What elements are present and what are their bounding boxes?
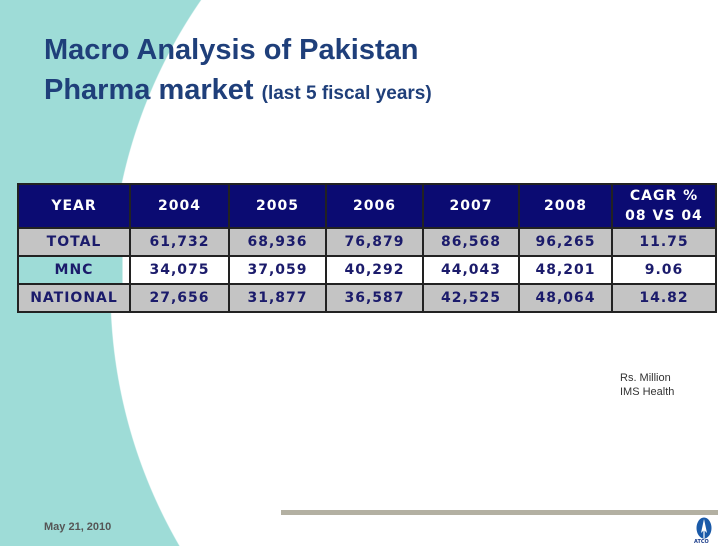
header-cell: 2008 bbox=[518, 183, 613, 229]
cell: 31,877 bbox=[228, 283, 327, 313]
header-cell: 2007 bbox=[422, 183, 520, 229]
row-label: MNC bbox=[17, 255, 131, 285]
source-note: Rs. Million IMS Health bbox=[620, 371, 674, 399]
unit-note: Rs. Million bbox=[620, 372, 671, 384]
cell: 68,936 bbox=[228, 227, 327, 257]
cell: 11.75 bbox=[611, 227, 717, 257]
cell: 42,525 bbox=[422, 283, 520, 313]
header-cell: 2006 bbox=[325, 183, 424, 229]
row-label: TOTAL bbox=[17, 227, 131, 257]
cell: 14.82 bbox=[611, 283, 717, 313]
header-cell: 2005 bbox=[228, 183, 327, 229]
header-cell: YEAR bbox=[17, 183, 131, 229]
row-label: NATIONAL bbox=[17, 283, 131, 313]
market-table: YEAR 2004 2005 2006 2007 2008 CAGR % 08 V… bbox=[17, 183, 717, 313]
footer-divider bbox=[281, 510, 718, 515]
slide-title: Macro Analysis of Pakistan Pharma market… bbox=[44, 30, 432, 114]
source-name: IMS Health bbox=[620, 386, 675, 398]
cell: 61,732 bbox=[129, 227, 230, 257]
header-cell-cagr: CAGR % 08 VS 04 bbox=[611, 183, 717, 229]
cell: 9.06 bbox=[611, 255, 717, 285]
cell: 48,201 bbox=[518, 255, 613, 285]
logo-text: ATCO bbox=[694, 539, 709, 545]
cell: 27,656 bbox=[129, 283, 230, 313]
table-row: NATIONAL 27,656 31,877 36,587 42,525 48,… bbox=[17, 283, 717, 313]
cell: 40,292 bbox=[325, 255, 424, 285]
table-header-row: YEAR 2004 2005 2006 2007 2008 CAGR % 08 V… bbox=[17, 183, 717, 229]
footer-date: May 21, 2010 bbox=[44, 521, 112, 533]
title-line-1: Macro Analysis of Pakistan bbox=[44, 34, 419, 66]
cagr-label: CAGR % bbox=[629, 188, 699, 204]
cell: 48,064 bbox=[518, 283, 613, 313]
cell: 36,587 bbox=[325, 283, 424, 313]
title-subtitle: (last 5 fiscal years) bbox=[261, 83, 432, 104]
cell: 76,879 bbox=[325, 227, 424, 257]
cell: 44,043 bbox=[422, 255, 520, 285]
cell: 34,075 bbox=[129, 255, 230, 285]
atco-logo-icon bbox=[696, 517, 712, 539]
table-row: TOTAL 61,732 68,936 76,879 86,568 96,265… bbox=[17, 227, 717, 257]
cell: 96,265 bbox=[518, 227, 613, 257]
header-cell: 2004 bbox=[129, 183, 230, 229]
cell: 37,059 bbox=[228, 255, 327, 285]
title-line-2: Pharma market bbox=[44, 74, 254, 106]
cell: 86,568 bbox=[422, 227, 520, 257]
cagr-period: 08 VS 04 bbox=[625, 208, 703, 224]
table-row: MNC 34,075 37,059 40,292 44,043 48,201 9… bbox=[17, 255, 717, 285]
